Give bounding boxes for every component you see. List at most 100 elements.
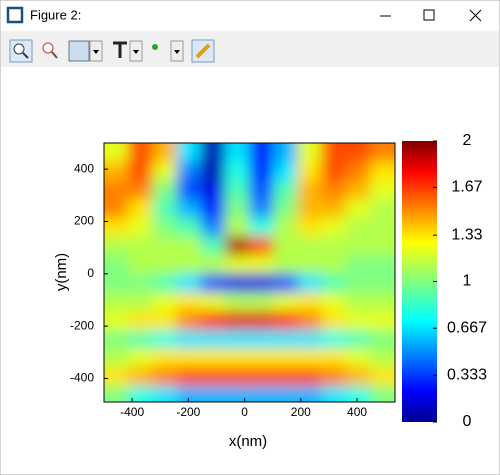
y-tick-label: 400 — [74, 161, 94, 175]
draw-button[interactable] — [191, 39, 215, 63]
heat-cell — [104, 236, 129, 256]
heat-cell — [297, 180, 323, 200]
heat-cell — [297, 255, 323, 275]
heat-cell — [104, 143, 129, 163]
x-tick-label: 200 — [291, 405, 311, 419]
heat-cell — [224, 311, 250, 331]
heat-cell — [104, 367, 129, 387]
heat-cell — [321, 180, 347, 200]
heat-cell — [297, 199, 323, 219]
heat-cell — [224, 180, 250, 200]
heat-cell — [128, 348, 153, 368]
heat-cell — [200, 255, 226, 275]
heat-cell — [345, 348, 371, 368]
heat-cell — [152, 199, 178, 219]
heat-cell — [128, 180, 153, 200]
heat-cell — [152, 273, 178, 294]
heat-cell — [224, 348, 250, 368]
heat-cell — [152, 143, 178, 163]
heat-cell — [152, 161, 178, 181]
colorbar-tick-label: 1.33 — [451, 226, 482, 243]
heat-cell — [369, 217, 395, 237]
heat-cell — [321, 348, 347, 368]
heat-cell — [321, 385, 347, 402]
heat-cell — [345, 273, 371, 294]
heat-cell — [297, 348, 323, 368]
heat-cell — [176, 348, 202, 368]
heat-cell — [152, 311, 178, 331]
y-axis-label: y(nm) — [53, 253, 70, 291]
heat-cell — [152, 180, 178, 200]
heat-cell — [224, 143, 250, 163]
heat-cell — [273, 236, 298, 256]
heat-cell — [224, 292, 250, 312]
heat-cell — [297, 236, 323, 256]
heat-cell — [273, 348, 298, 368]
heat-cell — [176, 180, 202, 200]
heat-cell — [224, 161, 250, 181]
heat-cell — [176, 329, 202, 349]
heat-cell — [224, 236, 250, 256]
heat-cell — [176, 161, 202, 181]
heat-cell — [321, 217, 347, 237]
heat-cell — [273, 385, 298, 402]
y-tick-label: -400 — [70, 371, 94, 385]
heat-cell — [345, 143, 371, 163]
zoom-reset-button[interactable] — [42, 42, 58, 59]
export-button[interactable] — [68, 40, 103, 62]
heat-cell — [249, 367, 274, 387]
heat-cell — [297, 143, 323, 163]
heat-cell — [224, 273, 250, 294]
heat-cell — [128, 236, 153, 256]
heat-cell — [128, 385, 153, 402]
heat-cell — [369, 180, 395, 200]
colorbar-tick-label: 1 — [463, 273, 472, 290]
heat-cell — [369, 273, 395, 294]
heatmap — [104, 143, 395, 402]
heat-cell — [273, 367, 298, 387]
heat-cell — [369, 348, 395, 368]
heat-cell — [321, 273, 347, 294]
heat-cell — [249, 385, 274, 402]
heat-cell — [224, 367, 250, 387]
heat-cell — [249, 311, 274, 331]
heat-cell — [200, 367, 226, 387]
heat-cell — [128, 292, 153, 312]
heat-cell — [200, 236, 226, 256]
heat-cell — [152, 292, 178, 312]
y-tick-label: 200 — [74, 214, 94, 228]
heat-cell — [249, 292, 274, 312]
close-button[interactable] — [469, 9, 482, 22]
zoom-button[interactable] — [9, 39, 33, 63]
heat-cell — [104, 180, 129, 200]
maximize-button[interactable] — [423, 9, 435, 21]
heat-cell — [104, 329, 129, 349]
heat-cell — [273, 161, 298, 181]
heat-cell — [297, 385, 323, 402]
heat-cell — [200, 385, 226, 402]
heat-cell — [273, 180, 298, 200]
heat-cell — [273, 143, 298, 163]
heat-cell — [200, 348, 226, 368]
heat-cell — [104, 217, 129, 237]
marker-button[interactable] — [152, 40, 184, 62]
heat-cell — [273, 199, 298, 219]
heat-cell — [297, 161, 323, 181]
text-button[interactable] — [113, 40, 143, 62]
heat-cell — [345, 385, 371, 402]
heat-cell — [200, 180, 226, 200]
heat-cell — [128, 329, 153, 349]
heat-cell — [104, 199, 129, 219]
heat-cell — [321, 292, 347, 312]
heat-cell — [345, 161, 371, 181]
heat-cell — [321, 311, 347, 331]
heat-cell — [369, 311, 395, 331]
heat-cell — [176, 367, 202, 387]
heat-cell — [152, 329, 178, 349]
heat-cell — [104, 348, 129, 368]
heat-cell — [176, 311, 202, 331]
x-tick-label: -400 — [120, 405, 144, 419]
heat-cell — [176, 143, 202, 163]
window-title: Figure 2: — [30, 7, 81, 22]
